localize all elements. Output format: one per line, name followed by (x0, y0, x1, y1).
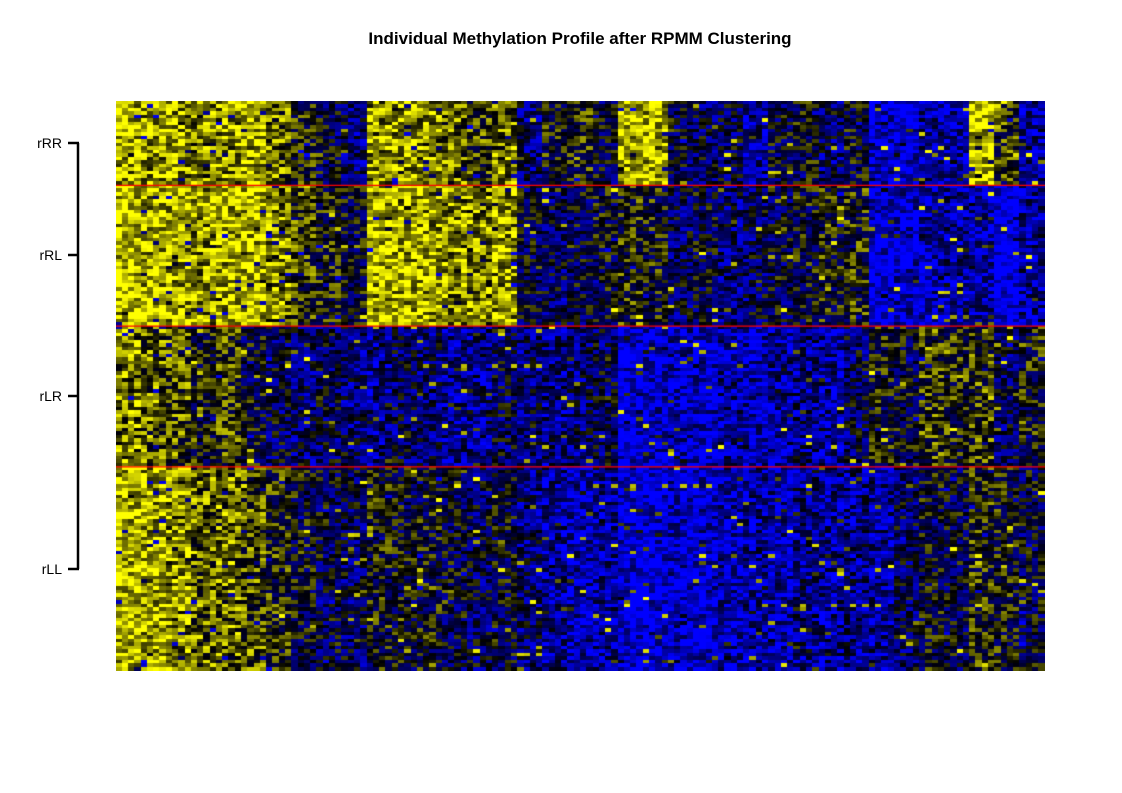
cluster-label-rLR: rLR (39, 388, 62, 404)
cluster-label-rRL: rRL (39, 247, 62, 263)
chart-title: Individual Methylation Profile after RPM… (368, 29, 792, 48)
heatmap-canvas (116, 101, 1045, 671)
cluster-label-rLL: rLL (41, 561, 62, 577)
cluster-label-rRR: rRR (37, 135, 62, 151)
